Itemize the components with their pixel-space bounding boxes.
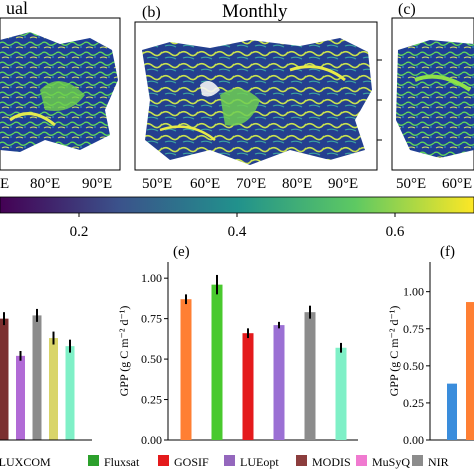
y-tick-label: 0.00 bbox=[141, 433, 162, 447]
colorbar-ticks: 0.2 0.4 0.6 bbox=[70, 213, 405, 240]
map-tick-label: 90°E bbox=[328, 176, 358, 192]
map-xticks-left: E 80°E 90°E bbox=[0, 176, 112, 192]
bar bbox=[16, 355, 25, 440]
panel-label-e: (e) bbox=[173, 244, 190, 260]
legend-swatch bbox=[224, 455, 235, 466]
colorbar-tick-label: 0.2 bbox=[70, 224, 89, 240]
map-xticks-middle: 50°E 60°E 70°E 80°E 90°E bbox=[142, 176, 358, 192]
map-tick-label: 60°E bbox=[190, 176, 220, 192]
bar bbox=[242, 333, 254, 440]
panel-label-f: (f) bbox=[440, 244, 455, 260]
map-tick-label: 60°E bbox=[442, 176, 472, 192]
legend-swatch bbox=[158, 455, 169, 466]
colorbar: 0.2 0.4 0.6 bbox=[0, 196, 474, 240]
y-tick-label: 1.00 bbox=[141, 271, 162, 285]
legend-swatch bbox=[88, 455, 99, 466]
map-title-left: ual bbox=[6, 0, 28, 18]
map-tick-label: 50°E bbox=[396, 176, 426, 192]
legend-entry: MuSyQ bbox=[372, 455, 410, 469]
map-tick-label: 80°E bbox=[282, 176, 312, 192]
bar bbox=[65, 346, 75, 440]
y-tick-label: 0.25 bbox=[141, 393, 162, 407]
bar bbox=[466, 302, 474, 440]
colorbar-tick-label: 0.6 bbox=[386, 224, 405, 240]
bar bbox=[0, 318, 9, 440]
y-tick-label: 1.00 bbox=[403, 285, 424, 299]
y-tick-label: 0.00 bbox=[403, 433, 424, 447]
legend: FLUXCOM Fluxsat GOSIF LUEopt MODIS MuSyQ NIR bbox=[0, 455, 449, 469]
legend-entry: MODIS bbox=[312, 455, 351, 469]
bar bbox=[273, 325, 285, 440]
map-tick-label: 90°E bbox=[82, 176, 112, 192]
y-tick-label: 0.25 bbox=[403, 396, 424, 410]
bar bbox=[447, 383, 457, 440]
legend-entry: Fluxsat bbox=[104, 455, 140, 469]
y-axis-label: GPP (g C m⁻² d⁻¹) bbox=[387, 306, 401, 397]
bar bbox=[49, 338, 58, 440]
map-tick-label: E bbox=[0, 176, 9, 192]
colorbar-tick-label: 0.4 bbox=[228, 224, 247, 240]
map-panel-right: (c) 50°E 60°E bbox=[391, 1, 474, 192]
legend-entry: GOSIF bbox=[174, 455, 209, 469]
bar-chart-e: 0.00 0.25 0.50 0.75 1.00 GPP (g C m⁻² d⁻¹) (e) bbox=[117, 244, 358, 447]
legend-entry: LUEopt bbox=[240, 455, 279, 469]
map-tick-label: 50°E bbox=[142, 176, 172, 192]
map-tick-label: 80°E bbox=[30, 176, 60, 192]
bar-chart-left-partial bbox=[0, 308, 92, 441]
map-panel-middle: (b) Monthly 50°E 60°E 70°E 80°E 90°E bbox=[134, 1, 382, 192]
map-xticks-right: 50°E 60°E bbox=[396, 176, 472, 192]
legend-swatch bbox=[356, 455, 367, 466]
bar bbox=[180, 299, 192, 440]
legend-swatch bbox=[296, 455, 307, 466]
bar bbox=[304, 312, 316, 440]
legend-entry: FLUXCOM bbox=[0, 455, 51, 469]
legend-entry: NIR bbox=[428, 455, 449, 469]
bar bbox=[32, 315, 42, 440]
map-panel-left: ual E 80°E 90°E bbox=[0, 0, 121, 192]
map-title-middle: Monthly bbox=[222, 1, 288, 22]
y-tick-label: 0.50 bbox=[141, 352, 162, 366]
legend-swatch bbox=[412, 455, 423, 466]
y-tick-label: 0.75 bbox=[141, 312, 162, 326]
bar bbox=[211, 284, 223, 440]
panel-label-b: (b) bbox=[142, 4, 161, 21]
y-axis-label: GPP (g C m⁻² d⁻¹) bbox=[117, 306, 131, 397]
y-tick-label: 0.75 bbox=[403, 322, 424, 336]
bar bbox=[335, 347, 347, 440]
map-tick-label: 70°E bbox=[236, 176, 266, 192]
panel-label-c: (c) bbox=[398, 1, 416, 18]
y-tick-label: 0.50 bbox=[403, 359, 424, 373]
